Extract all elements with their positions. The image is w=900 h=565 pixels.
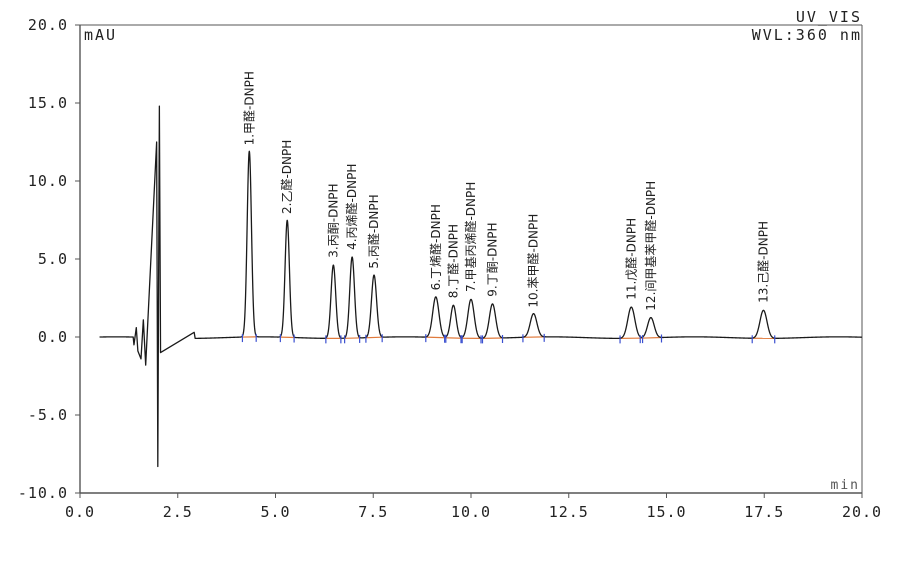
y-axis-unit-label: mAU [84, 26, 117, 44]
peak-label: 3.丙酮-DNPH [326, 183, 340, 257]
y-tick-label: 10.0 [28, 172, 68, 190]
x-tick-label: 2.5 [163, 503, 193, 521]
peak-label: 10.苯甲醛-DNPH [526, 214, 541, 308]
y-tick-label: -5.0 [28, 406, 68, 424]
wavelength-label: WVL:360 nm [752, 26, 862, 44]
peak-label: 11.戊醛-DNPH [623, 218, 638, 300]
y-tick-label: 0.0 [38, 328, 68, 346]
x-tick-label: 20.0 [842, 503, 882, 521]
x-tick-label: 15.0 [646, 503, 686, 521]
x-tick-label: 12.5 [549, 503, 589, 521]
x-tick-label: 0.0 [65, 503, 95, 521]
y-tick-label: -10.0 [18, 484, 68, 502]
peak-integration-baseline [640, 336, 662, 339]
peak-label: 8.丁醛-DNPH [445, 224, 460, 298]
peak-integration-baseline [365, 336, 383, 339]
x-tick-label: 5.0 [260, 503, 290, 521]
peak-label: 7.甲基丙烯醛-DNPH [463, 182, 478, 292]
peak-label: 5.丙醛-DNPH [366, 194, 381, 268]
x-tick-label: 7.5 [358, 503, 388, 521]
peak-label: 12.间甲基苯甲醛-DNPH [643, 181, 658, 311]
peak-integration-baseline [425, 336, 446, 339]
y-tick-label: 5.0 [38, 250, 68, 268]
peak-label: 13.己醛-DNPH [756, 221, 771, 303]
peak-label: 2.乙醛-DNPH [279, 140, 294, 214]
chromatogram-trace [99, 105, 863, 468]
peak-integration-baseline [444, 337, 463, 339]
peak-label: 9.丁酮-DNPH [486, 222, 500, 296]
peak-label: 4.丙烯醛-DNPH [344, 164, 359, 250]
x-axis-unit-label: min [831, 478, 860, 493]
x-tick-label: 17.5 [744, 503, 784, 521]
detector-label: UV_VIS [796, 8, 862, 26]
peak-label: 1.甲醛-DNPH [241, 71, 256, 145]
y-tick-label: 15.0 [28, 94, 68, 112]
peak-label: 6.丁烯醛-DNPH [428, 204, 443, 290]
y-tick-label: 20.0 [28, 16, 68, 34]
x-tick-label: 10.0 [451, 503, 491, 521]
